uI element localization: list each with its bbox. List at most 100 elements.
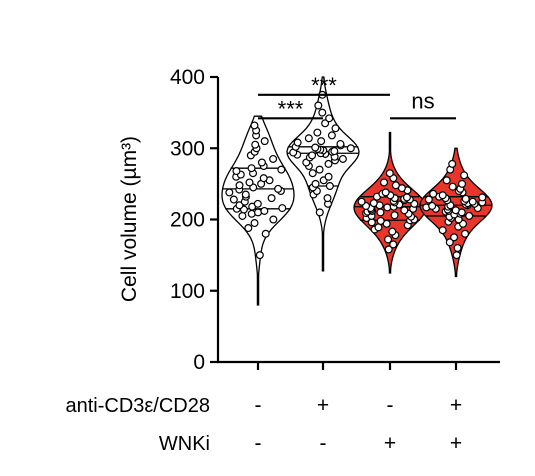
violin-body-2	[286, 76, 360, 272]
data-point	[391, 181, 400, 190]
y-tick-label: 200	[170, 209, 205, 232]
data-point	[376, 216, 385, 225]
condition-sign: -	[387, 394, 394, 417]
data-point	[438, 226, 447, 235]
condition-sign: -	[320, 432, 327, 455]
data-point	[323, 194, 332, 203]
condition-sign: -	[255, 432, 262, 455]
data-point	[225, 188, 234, 197]
data-point	[461, 229, 470, 238]
data-point	[250, 219, 259, 228]
data-point	[259, 174, 268, 183]
data-point	[277, 165, 286, 174]
data-point	[331, 124, 340, 133]
data-point	[269, 215, 278, 224]
data-point	[232, 167, 241, 176]
significance-label: ns	[411, 88, 434, 113]
data-point	[458, 179, 467, 188]
data-point	[451, 206, 460, 215]
data-point	[314, 101, 323, 110]
data-point	[380, 178, 389, 187]
data-point	[400, 206, 409, 215]
data-point	[293, 138, 302, 147]
data-point	[229, 195, 238, 204]
data-point	[324, 172, 333, 181]
data-point	[450, 233, 459, 242]
conditions-layer: anti-CD3ε/CD28 - + - + WNKi - - + +	[65, 394, 462, 455]
data-point	[325, 114, 334, 123]
data-point	[461, 194, 470, 203]
data-point	[278, 204, 287, 213]
condition-sign: +	[384, 432, 396, 455]
condition-sign: +	[450, 432, 462, 455]
data-point	[460, 171, 469, 180]
data-point	[251, 140, 260, 149]
data-point	[336, 139, 345, 148]
y-axis-label: Cell volume (µm³)	[118, 136, 141, 302]
data-point	[390, 211, 399, 220]
data-point	[402, 193, 411, 202]
y-tick-label: 400	[170, 66, 205, 89]
condition-sign: -	[255, 394, 262, 417]
data-point	[445, 238, 454, 247]
violin-body-3	[353, 131, 427, 274]
data-point	[384, 235, 393, 244]
data-point	[374, 223, 383, 232]
data-point	[313, 128, 322, 137]
data-point	[245, 178, 254, 187]
data-point	[261, 229, 270, 238]
data-point	[324, 159, 333, 168]
data-point	[346, 144, 355, 153]
data-point	[247, 209, 256, 218]
data-point	[357, 197, 366, 206]
data-point	[429, 189, 438, 198]
data-point	[260, 137, 269, 146]
data-point	[247, 164, 256, 173]
data-point	[327, 131, 336, 140]
data-point	[250, 121, 259, 130]
data-point	[448, 182, 457, 191]
data-point	[244, 224, 253, 233]
data-point	[385, 169, 394, 178]
data-point	[235, 201, 244, 210]
data-point	[274, 184, 283, 193]
data-point	[318, 108, 327, 117]
data-point	[235, 181, 244, 190]
data-point	[238, 211, 247, 220]
data-point	[369, 199, 378, 208]
data-point	[376, 208, 385, 217]
condition-label: anti-CD3ε/CD28	[65, 395, 210, 417]
data-point	[254, 208, 263, 217]
significance-label: ***	[278, 96, 304, 121]
data-point	[448, 159, 457, 168]
data-point	[428, 201, 437, 210]
data-point	[383, 203, 392, 212]
y-tick-label: 100	[170, 280, 205, 303]
data-point	[317, 137, 326, 146]
y-tick-label: 0	[193, 351, 205, 374]
data-point	[442, 176, 451, 185]
data-point	[308, 169, 317, 178]
data-point	[384, 245, 393, 254]
data-point	[438, 191, 447, 200]
data-point	[255, 251, 264, 260]
condition-sign: +	[450, 394, 462, 417]
data-point	[257, 158, 266, 167]
condition-sign: +	[317, 394, 329, 417]
data-point	[315, 208, 324, 217]
violins-layer	[221, 76, 493, 306]
data-point	[267, 194, 276, 203]
data-point	[241, 190, 250, 199]
condition-label: WNKi	[159, 433, 210, 455]
data-point	[478, 193, 487, 202]
data-point	[338, 154, 347, 163]
data-point	[468, 197, 477, 206]
data-point	[311, 143, 320, 152]
data-point	[269, 154, 278, 163]
data-point	[452, 251, 461, 260]
data-point	[330, 147, 339, 156]
data-point	[311, 179, 320, 188]
y-tick-label: 300	[170, 137, 205, 160]
